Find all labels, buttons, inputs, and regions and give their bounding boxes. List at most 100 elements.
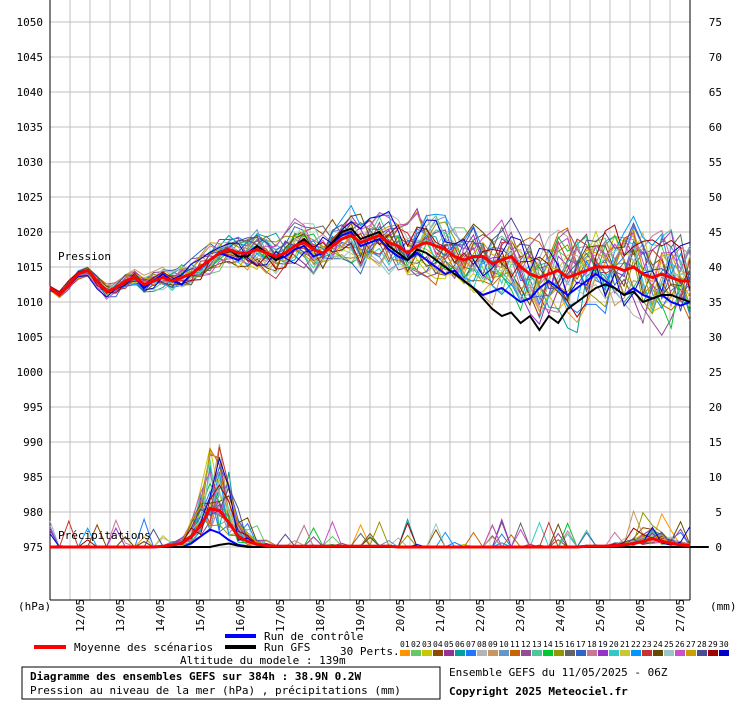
diagram-title: Diagramme des ensembles GEFS sur 384h : … — [30, 670, 362, 683]
pert-pressure-line — [49, 217, 691, 302]
pert-legend-label: 29 — [708, 640, 718, 649]
y-left-tick-label: 1025 — [17, 191, 44, 204]
x-tick-label: 21/05 — [434, 599, 447, 632]
pert-legend-swatch — [642, 650, 652, 656]
pert-legend-label: 23 — [642, 640, 652, 649]
x-tick-label: 23/05 — [514, 599, 527, 632]
y-left-axis-label: (hPa) — [18, 600, 51, 613]
legend-perts-label: 30 Perts. — [340, 645, 400, 658]
legend: Moyenne des scénarios Run de contrôle Ru… — [34, 630, 729, 658]
x-tick-label: 12/05 — [74, 599, 87, 632]
pert-legend-swatch — [565, 650, 575, 656]
pert-legend-label: 16 — [565, 640, 575, 649]
legend-gfs-label: Run GFS — [264, 641, 310, 654]
y-left-tick-label: 985 — [23, 471, 43, 484]
pert-legend-swatch — [708, 650, 718, 656]
pert-legend-label: 05 — [444, 640, 454, 649]
y-right-tick-label: 45 — [709, 226, 722, 239]
pert-legend-label: 22 — [631, 640, 641, 649]
pert-legend-swatch — [664, 650, 674, 656]
pert-legend-swatch — [499, 650, 509, 656]
pert-legend-label: 11 — [510, 640, 520, 649]
pert-legend-label: 13 — [532, 640, 542, 649]
pert-legend-label: 27 — [686, 640, 696, 649]
x-tick-label: 27/05 — [674, 599, 687, 632]
pert-legend-label: 07 — [466, 640, 476, 649]
pert-legend-swatch — [675, 650, 685, 656]
y-left-tick-label: 1045 — [17, 51, 44, 64]
pert-legend-swatch — [510, 650, 520, 656]
precip-annotation: Précipitations — [58, 529, 151, 542]
pert-legend-swatch — [719, 650, 729, 656]
pert-legend-label: 14 — [543, 640, 553, 649]
y-left-tick-label: 995 — [23, 401, 43, 414]
y-left-tick-label: 980 — [23, 506, 43, 519]
y-right-axis-label: (mm) — [710, 600, 737, 613]
y-left-tick-label: 990 — [23, 436, 43, 449]
y-right-tick-label: 15 — [709, 436, 722, 449]
y-left-tick-label: 1005 — [17, 331, 44, 344]
pert-legend-swatch — [576, 650, 586, 656]
y-right-tick-label: 55 — [709, 156, 722, 169]
pert-legend-label: 15 — [554, 640, 564, 649]
x-tick-label: 13/05 — [114, 599, 127, 632]
pert-legend-label: 08 — [477, 640, 487, 649]
legend-control-label: Run de contrôle — [264, 630, 363, 643]
pert-legend-swatch — [697, 650, 707, 656]
y-left-tick-label: 1035 — [17, 121, 44, 134]
y-right-tick-label: 30 — [709, 331, 722, 344]
pert-legend-swatch — [543, 650, 553, 656]
pert-legend-label: 25 — [664, 640, 674, 649]
model-altitude: Altitude du modele : 139m — [180, 654, 346, 667]
x-tick-label: 19/05 — [354, 599, 367, 632]
pert-legend-label: 24 — [653, 640, 663, 649]
y-right-tick-label: 5 — [715, 506, 722, 519]
y-right-tick-label: 65 — [709, 86, 722, 99]
pert-legend-label: 06 — [455, 640, 465, 649]
pert-legend-label: 02 — [411, 640, 421, 649]
y-right-tick-label: 20 — [709, 401, 722, 414]
y-right-tick-label: 35 — [709, 296, 722, 309]
grid-layer — [49, 0, 691, 600]
x-tick-label: 24/05 — [554, 599, 567, 632]
mean-precip-line — [50, 506, 691, 549]
legend-mean-label: Moyenne des scénarios — [74, 641, 213, 654]
pert-legend-label: 20 — [609, 640, 619, 649]
pert-legend-swatch — [532, 650, 542, 656]
copyright: Copyright 2025 Meteociel.fr — [449, 685, 628, 698]
y-right-tick-label: 10 — [709, 471, 722, 484]
x-tick-label: 14/05 — [154, 599, 167, 632]
pressure-annotation: Pression — [58, 250, 111, 263]
x-tick-label: 16/05 — [234, 599, 247, 632]
x-tick-label: 17/05 — [274, 599, 287, 632]
y-right-tick-label: 40 — [709, 261, 722, 274]
pert-legend-label: 18 — [587, 640, 597, 649]
pert-legend-swatch — [686, 650, 696, 656]
y-right-tick-label: 25 — [709, 366, 722, 379]
y-right-tick-label: 50 — [709, 191, 722, 204]
perturbation-legend: 01 02 03 04 05 06 07 08 09 10 11 12 13 14 15 16 17 18 19 20… — [400, 640, 729, 656]
y-right-tick-label: 0 — [715, 541, 722, 554]
y-left-tick-label: 975 — [23, 541, 43, 554]
pert-legend-label: 17 — [576, 640, 586, 649]
diagram-subtitle: Pression au niveau de la mer (hPa) , pré… — [30, 684, 401, 697]
pert-legend-swatch — [631, 650, 641, 656]
y-left-tick-label: 1020 — [17, 226, 44, 239]
mean-pressure-line — [49, 233, 690, 298]
main-series — [49, 227, 709, 549]
pert-legend-swatch — [653, 650, 663, 656]
pert-legend-swatch — [411, 650, 421, 656]
pert-legend-swatch — [598, 650, 608, 656]
x-tick-label: 25/05 — [594, 599, 607, 632]
pert-legend-swatch — [488, 650, 498, 656]
pert-legend-swatch — [455, 650, 465, 656]
pert-pressure-line — [49, 224, 691, 318]
pert-legend-label: 30 — [719, 640, 729, 649]
pert-legend-swatch — [466, 650, 476, 656]
x-tick-label: 18/05 — [314, 599, 327, 632]
pert-legend-swatch — [620, 650, 630, 656]
y-left-tick-label: 1030 — [17, 156, 44, 169]
y-left-tick-label: 1040 — [17, 86, 44, 99]
